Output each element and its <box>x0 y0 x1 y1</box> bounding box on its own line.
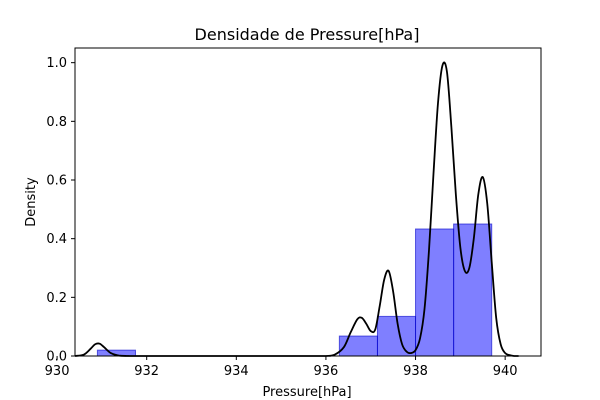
y-axis-label: Density <box>24 177 39 227</box>
y-tick-label-4: 0.8 <box>46 115 67 130</box>
x-tick-label-2: 934 <box>224 364 249 379</box>
y-tick-label-0: 0.0 <box>46 350 67 365</box>
x-axis-ticks: 930 932 934 936 938 940 <box>45 356 518 379</box>
x-tick-label-4: 938 <box>403 364 428 379</box>
y-tick-label-1: 0.2 <box>46 291 67 306</box>
histogram-bar-3 <box>415 228 455 357</box>
histogram-bars <box>96 223 493 357</box>
x-tick-label-5: 940 <box>493 364 518 379</box>
x-axis-label: Pressure[hPa] <box>262 385 351 400</box>
x-tick-label-1: 932 <box>134 364 159 379</box>
y-tick-label-2: 0.4 <box>46 232 67 247</box>
y-tick-label-3: 0.6 <box>46 174 67 189</box>
plot-frame <box>74 47 542 357</box>
x-tick-label-3: 936 <box>314 364 339 379</box>
y-axis-ticks: 0.0 0.2 0.4 0.6 0.8 1.0 <box>46 56 75 365</box>
histogram-bar-2 <box>376 315 417 357</box>
chart-title: Densidade de Pressure[hPa] <box>195 25 420 44</box>
x-tick-label-0: 930 <box>45 364 70 379</box>
y-tick-label-5: 1.0 <box>46 56 67 71</box>
